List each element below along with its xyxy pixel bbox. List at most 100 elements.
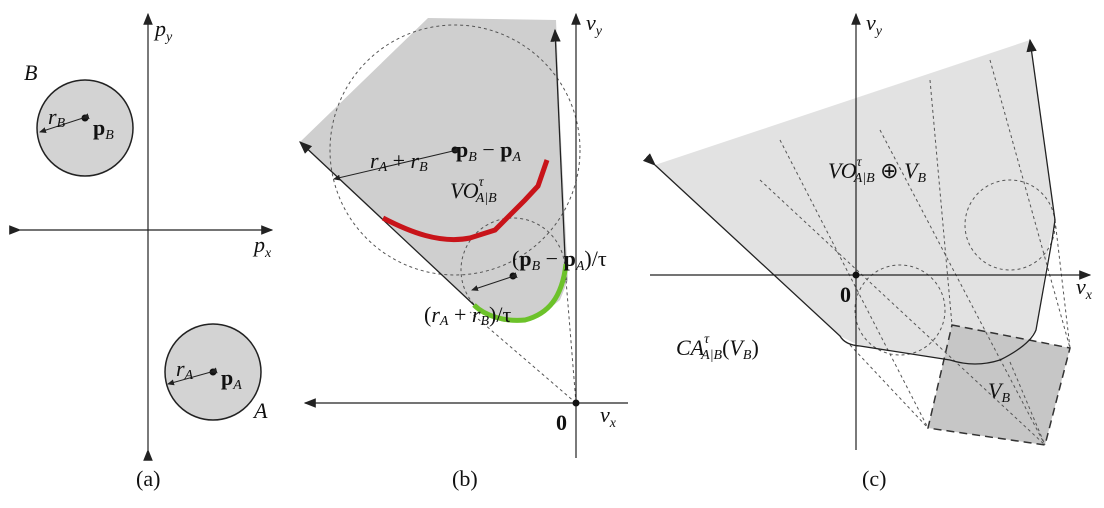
text-part: A [184, 368, 194, 383]
green-boundary [472, 263, 569, 323]
text-part: A [439, 314, 449, 329]
velocity-set [927, 324, 1071, 446]
text-part: A [511, 150, 521, 165]
label: pB − pA [456, 137, 521, 165]
text-part: r [370, 148, 379, 173]
text-part: CA [676, 335, 705, 360]
text-part: + [393, 148, 405, 173]
text-part: p [500, 137, 512, 162]
dashed-line [879, 129, 1046, 446]
text-part: B [105, 128, 114, 143]
text-part: r [48, 104, 57, 129]
text-part: ( [722, 335, 729, 360]
label: VB [988, 378, 1010, 406]
text-part: A|B [475, 191, 497, 206]
text-part: V [904, 158, 920, 183]
panel-a: py px B rB pB rA pA A (a) [9, 12, 274, 491]
label: VOτ A|B ⊕ VB [828, 155, 927, 186]
dashed-line [964, 179, 1056, 271]
text-part: A [575, 259, 585, 274]
text-part: − [482, 137, 494, 162]
caption: (c) [862, 466, 886, 491]
label: 0 [556, 410, 567, 435]
label: py [153, 16, 173, 45]
text-part: A|B [853, 171, 875, 186]
text-part: p [93, 115, 105, 140]
text-part: v [1076, 274, 1086, 299]
label: rA [176, 356, 194, 383]
point [852, 271, 860, 279]
label: pA [221, 365, 242, 393]
label: rB [48, 104, 66, 131]
text-part: p [519, 246, 531, 271]
text-part: V [729, 335, 745, 360]
text-part: τ [479, 175, 485, 190]
radius [333, 146, 460, 181]
dashed-circle [329, 24, 581, 276]
text-part: p [252, 232, 265, 257]
text-part: r [411, 148, 420, 173]
label: pB [93, 115, 114, 143]
label: A [252, 398, 268, 423]
text-part: y [164, 30, 173, 45]
text-part: B [918, 171, 927, 186]
red-boundary [381, 159, 550, 243]
text-part: A [378, 160, 388, 175]
text-part: x [609, 416, 617, 431]
text-part: p [153, 16, 166, 41]
text-part: r [431, 302, 440, 327]
label: VOτ A|B [450, 175, 497, 206]
label: vy [586, 10, 603, 39]
text-part: v [866, 10, 876, 35]
text-part: B [468, 150, 477, 165]
text-part: r [472, 302, 481, 327]
region [655, 40, 1055, 362]
point [572, 399, 580, 407]
text-part: B [532, 259, 541, 274]
label: vy [866, 10, 883, 39]
radius [471, 272, 518, 291]
text-part: B [480, 314, 489, 329]
dashed-line [849, 344, 929, 429]
text-part: y [594, 24, 603, 39]
dashed-line [759, 179, 1046, 446]
text-part: x [264, 246, 272, 261]
text-part: v [586, 10, 596, 35]
text-part: V [988, 378, 1004, 403]
text-part: r [176, 356, 185, 381]
text-part: A|B [700, 348, 722, 363]
dashed-line [1054, 219, 1071, 349]
label: vx [1076, 274, 1093, 303]
dashed-line [929, 79, 953, 326]
radius [39, 113, 90, 133]
dashed-line [469, 311, 577, 404]
label: px [252, 232, 272, 261]
text-part: ⊕ [880, 158, 898, 183]
text-part: τ [857, 155, 863, 170]
label: CAτ A|B(VB) [676, 332, 759, 363]
label: (pB − pA)/τ [512, 246, 607, 274]
text-part: ( [424, 302, 431, 327]
text-part: VO [450, 178, 479, 203]
text-part: B [1001, 391, 1010, 406]
text-part: ) [751, 335, 758, 360]
text-part: + [454, 302, 466, 327]
text-part: B [57, 116, 66, 131]
label: vx [600, 402, 617, 431]
caption: (a) [136, 466, 160, 491]
text-part: y [874, 24, 883, 39]
text-part: − [546, 246, 558, 271]
text-part: p [564, 246, 576, 271]
text-part: p [221, 365, 233, 390]
text-part: τ [704, 332, 710, 347]
cone-edge [550, 28, 567, 281]
radius [167, 367, 218, 386]
caption: (b) [452, 466, 478, 491]
text-part: )/τ [489, 302, 511, 327]
region-boundary [642, 38, 1056, 365]
label: rA + rB [370, 148, 428, 175]
label: (rA + rB)/τ [424, 302, 511, 329]
text-part: A [232, 378, 242, 393]
label: B [24, 60, 37, 85]
